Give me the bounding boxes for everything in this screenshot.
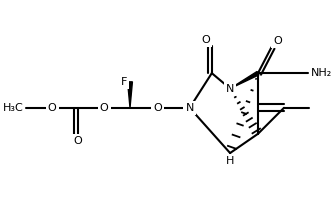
Polygon shape (230, 71, 259, 89)
Polygon shape (128, 82, 132, 108)
Text: H₃C: H₃C (2, 103, 23, 113)
Text: NH₂: NH₂ (311, 68, 332, 78)
Text: O: O (153, 103, 162, 113)
Text: O: O (201, 35, 210, 45)
Text: N: N (226, 84, 234, 94)
Text: F: F (121, 77, 127, 87)
Text: O: O (273, 36, 282, 46)
Text: O: O (99, 103, 109, 113)
Text: H: H (226, 156, 234, 166)
Text: N: N (186, 103, 194, 113)
Text: O: O (48, 103, 56, 113)
Text: O: O (74, 136, 82, 146)
